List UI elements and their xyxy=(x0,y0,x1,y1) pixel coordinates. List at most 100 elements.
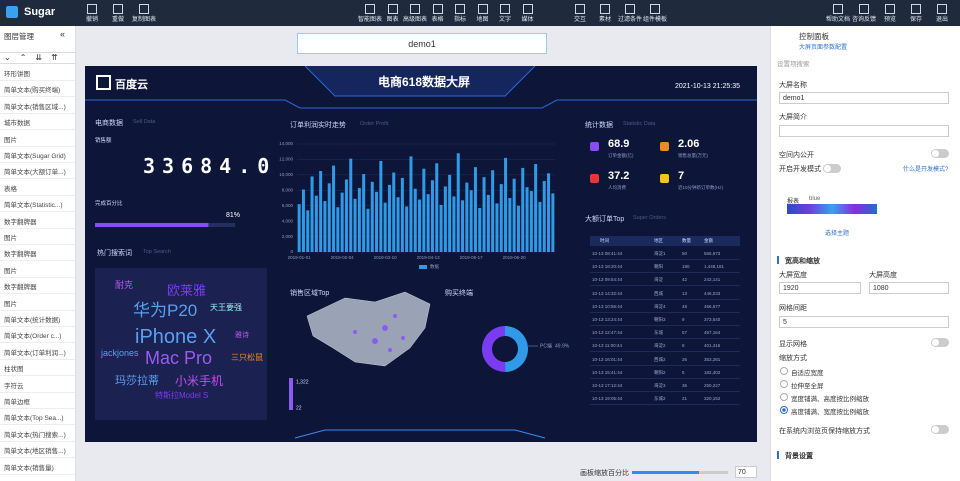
height-input[interactable]: 1080 xyxy=(869,282,949,294)
collapse[interactable]: « xyxy=(60,29,66,39)
toolbar-icon[interactable] xyxy=(87,4,97,14)
toolbar-button[interactable]: 重做 xyxy=(111,17,125,23)
layer-item[interactable]: 图片 xyxy=(4,136,17,144)
toolbar-icon[interactable] xyxy=(387,4,398,14)
layer-item[interactable]: 环形饼图 xyxy=(4,71,30,78)
toolbar-button[interactable]: 素材 xyxy=(598,17,612,23)
radio[interactable] xyxy=(780,367,788,375)
layer-item[interactable]: 字符云 xyxy=(4,382,24,390)
layer-item[interactable]: 简单文本(统计数据) xyxy=(4,317,61,324)
toolbar-button[interactable]: 媒体 xyxy=(521,17,534,23)
dev-help[interactable]: 什么是开发模式? xyxy=(903,167,949,173)
screen-name[interactable]: demo1 xyxy=(297,33,547,54)
toolbar-icon[interactable] xyxy=(432,4,443,14)
bar xyxy=(387,184,391,252)
layer-item[interactable]: 柱状图 xyxy=(4,366,24,374)
toolbar-icon[interactable] xyxy=(625,4,635,14)
toolbar-button[interactable]: 预览 xyxy=(883,17,897,23)
layer-item[interactable]: 城市数据 xyxy=(4,120,30,128)
bar xyxy=(366,208,370,252)
toolbar-button[interactable]: 咨询反馈 xyxy=(851,17,877,23)
toolbar-button[interactable]: 保存 xyxy=(909,17,923,23)
layer-item[interactable]: 数字翻牌器 xyxy=(4,284,37,292)
panel-subtitle[interactable]: 大屏页面参数配置 xyxy=(799,45,848,51)
toolbar-icon[interactable] xyxy=(365,4,375,14)
toolbar-icon[interactable] xyxy=(885,4,895,14)
toolbar-button[interactable]: 撤销 xyxy=(85,17,99,23)
toolbar-button[interactable]: 退出 xyxy=(935,17,949,23)
toolbar-icon[interactable] xyxy=(833,4,843,14)
radio[interactable] xyxy=(780,380,788,388)
toolbar-button[interactable]: 表格 xyxy=(431,17,444,23)
toolbar-icon[interactable] xyxy=(139,4,149,14)
layer-item[interactable]: 简单文本(订单利润...) xyxy=(4,349,66,357)
layer-item[interactable]: 数字翻牌器 xyxy=(4,251,37,259)
layer-item[interactable]: 简单文本(大额订单...) xyxy=(4,169,66,177)
toggle[interactable] xyxy=(823,164,841,173)
layer-item[interactable]: 简单文本(Top Sea...) xyxy=(4,415,64,423)
toggle[interactable] xyxy=(931,425,949,434)
radio[interactable] xyxy=(780,393,788,401)
layer-item[interactable]: 图片 xyxy=(4,300,17,308)
progress-bar xyxy=(95,223,209,227)
layer-item[interactable]: 图片 xyxy=(4,267,17,275)
layer-item[interactable]: 图片 xyxy=(4,235,17,242)
toolbar-button[interactable]: 图表 xyxy=(386,17,399,23)
layer-item[interactable]: 简单边框 xyxy=(4,399,30,406)
toolbar-button[interactable]: 文字 xyxy=(498,17,512,23)
layer-item[interactable]: 简单文本(销售区域...) xyxy=(4,103,66,111)
toolbar-icon[interactable] xyxy=(911,4,921,14)
layer-order-buttons[interactable]: ⌄⌃⇊⇈ xyxy=(0,52,75,64)
toolbar-icon[interactable] xyxy=(937,4,947,14)
toolbar-icon[interactable] xyxy=(477,4,488,14)
theme-button[interactable]: 选择主题 xyxy=(825,231,850,237)
layer-item[interactable]: 简单文本(Order c...) xyxy=(4,333,62,341)
toolbar-button[interactable]: 复制图表 xyxy=(131,17,157,23)
toolbar-icon[interactable] xyxy=(113,4,123,14)
grid-input[interactable]: 5 xyxy=(779,316,949,328)
toolbar-button[interactable]: 智能图表 xyxy=(357,17,383,23)
radio-label[interactable]: 拉伸至全屏 xyxy=(791,383,824,390)
toolbar-icon[interactable] xyxy=(600,4,610,14)
toolbar-icon[interactable] xyxy=(575,4,585,14)
toolbar-icon[interactable] xyxy=(500,4,510,14)
toolbar-button[interactable]: 交互 xyxy=(573,17,587,23)
table-cell: 457,164 xyxy=(704,330,721,336)
width-input[interactable]: 1920 xyxy=(779,282,861,294)
layer-item[interactable]: 简单文本(Statistic...) xyxy=(4,202,63,210)
zoom-fill xyxy=(632,471,700,474)
table-cell: 10-13 10:56:44 xyxy=(592,303,623,309)
bar xyxy=(473,167,477,252)
toggle[interactable] xyxy=(931,149,949,158)
radio-label[interactable]: 高度铺满、宽度按比例缩放 xyxy=(791,409,869,416)
layer-item[interactable]: 简单文本(销售量) xyxy=(4,464,54,472)
zoom-value[interactable]: 70 xyxy=(735,466,757,478)
layer-item[interactable]: 简单文本(购买终端) xyxy=(4,87,61,95)
toggle[interactable] xyxy=(931,338,949,347)
toolbar-button[interactable]: 过滤条件 xyxy=(617,17,643,23)
radio[interactable] xyxy=(780,406,788,414)
name-input[interactable]: demo1 xyxy=(779,92,949,104)
toolbar-button[interactable]: 地图 xyxy=(476,17,489,23)
layer-item[interactable]: 简单文本(热门搜索...) xyxy=(4,431,66,439)
theme-swatch[interactable] xyxy=(787,204,877,214)
layer-item[interactable]: 数字翻牌器 xyxy=(4,218,37,226)
layer-item[interactable]: 简单文本(Sugar Grid) xyxy=(4,153,66,160)
toolbar-button[interactable]: 指标 xyxy=(453,17,467,23)
layer-item[interactable]: 简单文本(地区销售...) xyxy=(4,448,66,456)
toolbar-icon[interactable] xyxy=(455,4,465,14)
search[interactable]: 设置项搜索 xyxy=(777,61,810,68)
toolbar-button[interactable]: 帮助文档 xyxy=(825,17,851,23)
layer-item[interactable]: 表格 xyxy=(4,185,17,193)
toolbar-icon[interactable] xyxy=(522,4,533,14)
intro-input[interactable] xyxy=(779,125,949,137)
zoom-label: 画板缩放百分比 xyxy=(580,470,629,477)
radio-label[interactable]: 自适应宽度 xyxy=(791,370,824,377)
toolbar-button[interactable]: 高级图表 xyxy=(402,17,428,23)
toolbar-button[interactable]: 组件模板 xyxy=(642,17,668,23)
section-title: 销售区域Top xyxy=(290,290,330,297)
radio-label[interactable]: 宽度铺满、高度按比例缩放 xyxy=(791,396,869,403)
toolbar-icon[interactable] xyxy=(410,4,420,14)
toolbar-icon[interactable] xyxy=(859,4,869,14)
toolbar-icon[interactable] xyxy=(650,4,660,14)
